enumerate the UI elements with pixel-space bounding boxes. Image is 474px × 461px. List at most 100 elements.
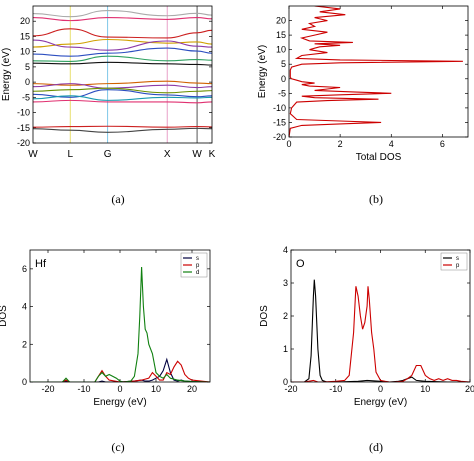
series-line-11 [33,89,212,98]
panel-b: -20 -15 -10 -5 0 5 10 15 20 0 2 4 6 Energy (eV) Total … [257,5,469,206]
x-tick-label: 0 [286,139,291,149]
x-tick-label: 0 [117,384,122,394]
y-axis-label: DOS [259,305,270,327]
series-line-4 [33,39,212,51]
series-line-s [30,357,210,382]
y-tick-label: 6 [22,264,27,274]
series-line-0 [33,10,212,18]
panel-caption: (a) [111,192,124,206]
series-line-d [30,266,210,382]
panel-caption: (b) [369,192,383,206]
x-tick-label: G [104,149,112,160]
y-tick-label: 15 [276,30,286,40]
y-tick-label: 3 [283,278,288,288]
x-tick-label: -20 [41,384,54,394]
x-tick-label: W [192,149,202,160]
x-tick-label: 20 [187,384,197,394]
y-tick-label: -20 [273,132,286,142]
y-tick-label: 1 [283,344,288,354]
x-tick-label: W [28,149,38,160]
y-tick-label: 10 [20,47,30,57]
series-group [291,279,470,382]
x-tick-label: -10 [329,384,342,394]
legend-label: p [456,263,460,269]
series-line-14 [33,125,212,128]
x-axis-label: Energy (eV) [354,397,407,408]
x-tick-label: 6 [440,139,445,149]
series-line-p [291,286,470,382]
y-tick-label: 20 [276,16,286,26]
panel-caption: (c) [111,440,124,454]
y-axis-label: DOS [0,305,9,327]
x-tick-label: -20 [284,384,297,394]
legend-box [440,252,468,271]
x-axis-label: Energy (eV) [93,397,146,408]
y-tick-label: 20 [20,16,30,26]
series-line-2 [33,28,212,39]
series-line-p [30,360,210,382]
y-tick-label: 0 [22,377,27,387]
series-line-9 [33,83,212,89]
x-tick-label: 2 [338,139,343,149]
plot-frame [288,5,469,138]
series-group [289,6,463,137]
plot-frame [29,249,211,383]
panel-d: 0 1 2 3 4 -20 -10 0 10 20 DOS Energy (eV) O sp (d) [259,245,474,454]
y-tick-label: 0 [25,77,30,87]
y-tick-label: 0 [281,74,286,84]
y-tick-label: -20 [17,138,30,148]
y-tick-label: 0 [283,377,288,387]
y-axis-label: Energy (eV) [257,45,268,98]
series-line-0 [289,6,463,137]
series-line-7 [33,61,212,66]
x-tick-label: 10 [420,384,430,394]
y-tick-label: 15 [20,31,30,41]
plot-frame [290,249,471,383]
x-tick-label: K [209,149,216,160]
series-line-15 [33,127,212,133]
y-axis-label: Energy (eV) [1,48,12,101]
series-line-6 [33,55,212,62]
series-group [33,10,212,133]
legend-label: d [196,270,199,276]
y-tick-label: 4 [22,302,27,312]
series-line-8 [33,80,212,86]
series-line-13 [33,99,212,104]
y-tick-label: -5 [22,92,30,102]
panel-caption: (d) [369,440,383,454]
series-group [30,266,210,382]
legend-label: s [196,256,199,262]
y-tick-label: -10 [17,108,30,118]
y-tick-label: 2 [22,339,27,349]
legend-label: p [196,263,200,269]
panel-c: 0 2 4 6 -20 -10 0 10 20 DOS Energy (eV) Hf spd (c) [0,249,211,454]
element-label: O [296,258,305,270]
y-tick-label: -15 [273,117,286,127]
plot-frame [32,5,213,144]
legend-label: s [456,256,459,262]
y-tick-label: 2 [283,311,288,321]
x-tick-label: 4 [389,139,394,149]
y-tick-label: -15 [17,123,30,133]
y-tick-label: 4 [283,245,288,255]
y-tick-label: -5 [278,88,286,98]
x-tick-label: 20 [465,384,474,394]
y-tick-label: 5 [25,62,30,72]
series-line-s [291,279,470,382]
y-tick-label: -10 [273,103,286,113]
x-tick-label: L [68,149,74,160]
y-tick-label: 10 [276,45,286,55]
series-line-3 [33,38,212,48]
x-tick-label: X [164,149,171,160]
series-line-5 [33,47,212,57]
x-tick-label: -10 [77,384,90,394]
series-line-10 [33,87,212,94]
series-line-1 [33,17,212,22]
x-axis-label: Total DOS [356,152,402,163]
x-tick-label: 0 [378,384,383,394]
series-line-12 [33,95,212,101]
x-tick-label: 10 [151,384,161,394]
element-label: Hf [35,258,47,270]
